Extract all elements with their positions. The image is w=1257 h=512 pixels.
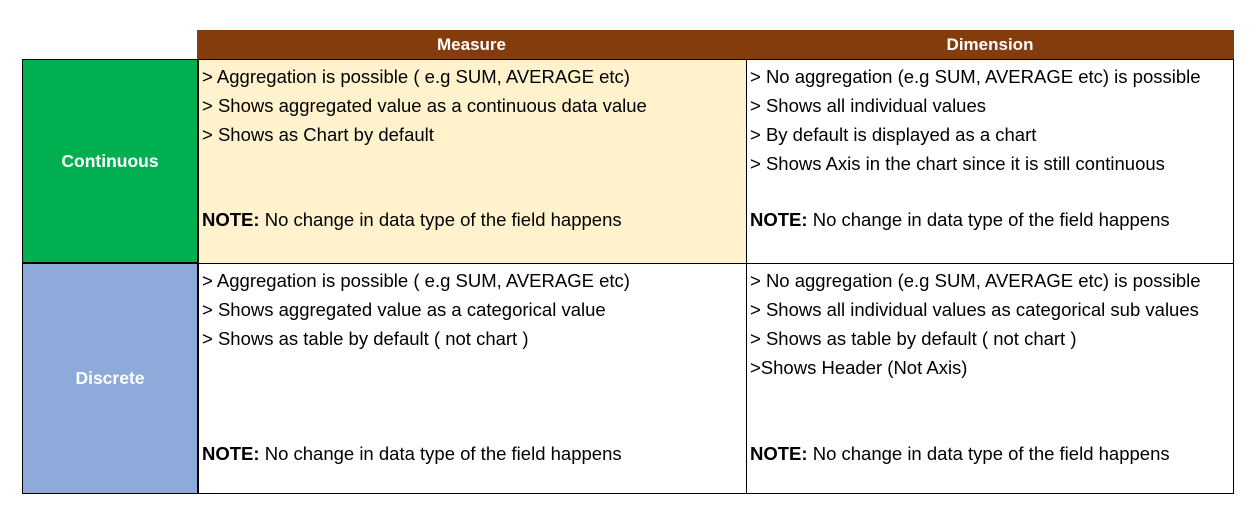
cell-line: > Shows all individual values as categor… — [750, 299, 1199, 320]
cell-note: NOTE: No change in data type of the fiel… — [202, 439, 622, 468]
cell-discrete-measure: > Aggregation is possible ( e.g SUM, AVE… — [198, 263, 747, 494]
header-dimension: Dimension — [946, 34, 1034, 54]
cell-line: > Shows aggregated value as a categorica… — [202, 299, 606, 320]
row-label-continuous: Continuous — [22, 59, 198, 263]
note-text: No change in data type of the field happ… — [259, 443, 622, 464]
cell-note: NOTE: No change in data type of the fiel… — [750, 205, 1170, 234]
note-text: No change in data type of the field happ… — [259, 209, 622, 230]
note-label: NOTE: — [202, 209, 260, 230]
cell-line: > Shows aggregated value as a continuous… — [202, 95, 647, 116]
cell-line: > Shows as table by default ( not chart … — [202, 328, 529, 349]
note-label: NOTE: — [202, 443, 260, 464]
cell-line: > Aggregation is possible ( e.g SUM, AVE… — [202, 270, 630, 291]
cell-continuous-dimension: > No aggregation (e.g SUM, AVERAGE etc) … — [746, 59, 1234, 264]
cell-line: > No aggregation (e.g SUM, AVERAGE etc) … — [750, 270, 1201, 291]
row-label-discrete: Discrete — [22, 263, 198, 494]
cell-line: > By default is displayed as a chart — [750, 124, 1037, 145]
table-header-row: Measure Dimension — [197, 30, 1234, 59]
cell-discrete-dimension: > No aggregation (e.g SUM, AVERAGE etc) … — [746, 263, 1234, 494]
note-label: NOTE: — [750, 443, 808, 464]
cell-line: > No aggregation (e.g SUM, AVERAGE etc) … — [750, 66, 1201, 87]
cell-line: > Aggregation is possible ( e.g SUM, AVE… — [202, 66, 630, 87]
cell-continuous-measure: > Aggregation is possible ( e.g SUM, AVE… — [198, 59, 747, 264]
cell-line: > Shows as Chart by default — [202, 124, 434, 145]
cell-note: NOTE: No change in data type of the fiel… — [202, 205, 622, 234]
cell-line: >Shows Header (Not Axis) — [750, 357, 968, 378]
note-label: NOTE: — [750, 209, 808, 230]
note-text: No change in data type of the field happ… — [807, 443, 1170, 464]
cell-line: > Shows as table by default ( not chart … — [750, 328, 1077, 349]
header-measure: Measure — [437, 34, 506, 54]
cell-line: > Shows all individual values — [750, 95, 987, 116]
cell-note: NOTE: No change in data type of the fiel… — [750, 439, 1170, 468]
note-text: No change in data type of the field happ… — [807, 209, 1170, 230]
cell-line: > Shows Axis in the chart since it is st… — [750, 153, 1165, 174]
